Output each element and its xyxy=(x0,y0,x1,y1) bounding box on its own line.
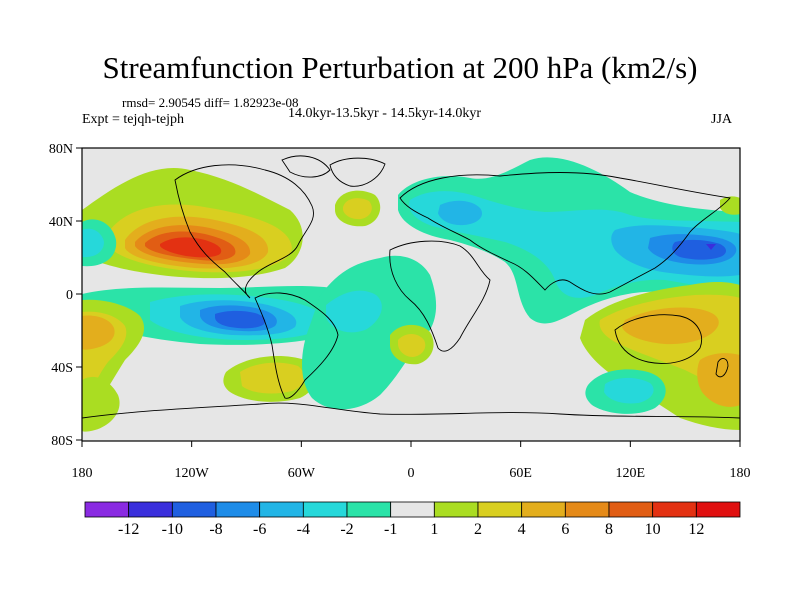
colorbar-swatch xyxy=(652,501,697,518)
colorbar-swatch xyxy=(171,501,217,518)
colorbar-swatch xyxy=(390,501,435,518)
minima-markers xyxy=(706,244,716,250)
colorbar-label: 6 xyxy=(561,521,569,538)
coast-africa xyxy=(389,240,491,352)
contour-sam-pos2 xyxy=(240,362,305,394)
lat-tick-label: 80S xyxy=(51,434,73,449)
colorbar-label: -2 xyxy=(340,521,353,538)
coast-south-america xyxy=(254,292,339,399)
lon-tick-label: 180 xyxy=(72,466,93,481)
colorbar-swatch xyxy=(84,501,130,518)
lat-tick-label: 0 xyxy=(66,288,73,303)
colorbar-swatch xyxy=(302,501,348,518)
colorbar-label: -1 xyxy=(384,521,397,538)
coast-eurasia xyxy=(399,172,731,295)
contour-atl-neg2 xyxy=(326,290,382,333)
lat-tick-label: 40N xyxy=(49,215,73,230)
colorbar-swatch xyxy=(215,501,261,518)
contour-tasman-pos4 xyxy=(697,353,740,407)
colorbar-swatch xyxy=(695,501,741,518)
lat-tick-label: 80N xyxy=(49,142,73,157)
coast-greenland xyxy=(329,157,386,187)
contour-matl-pos2 xyxy=(398,334,426,357)
experiment-label: Expt = tejqh-tejph xyxy=(82,112,184,127)
colorbar: -12 -10 -8 -6 -4 -2 -1 1 2 4 6 8 10 12 xyxy=(84,501,741,538)
contour-ne-pos1 xyxy=(720,196,740,215)
coast-new-zealand xyxy=(715,358,729,378)
lon-tick-label: 120W xyxy=(175,466,210,481)
contour-nwpac-neg2 xyxy=(82,228,104,258)
colorbar-swatch xyxy=(521,501,566,518)
coast-north-america xyxy=(174,155,331,299)
colorbar-label: 4 xyxy=(518,521,526,538)
contour-epac-neg8 xyxy=(215,310,266,329)
contour-sio-neg2 xyxy=(604,377,654,404)
contour-swpac-pos4 xyxy=(82,315,115,350)
lon-tick-label: 60E xyxy=(509,466,532,481)
colorbar-label: 12 xyxy=(688,521,704,538)
coast-australia xyxy=(614,314,702,364)
season-label: JJA xyxy=(711,112,733,127)
min-marker-npac xyxy=(706,244,716,250)
colorbar-label: -8 xyxy=(209,521,222,538)
coast-antarctica xyxy=(82,402,740,419)
colorbar-swatch xyxy=(564,501,610,518)
contour-eur-neg2 xyxy=(409,191,740,298)
lon-tick-label: 60W xyxy=(288,466,316,481)
contour-so-pos1 xyxy=(82,376,120,432)
contour-natl-pos2 xyxy=(343,198,372,220)
map-title: Streamfunction Perturbation at 200 hPa (… xyxy=(102,50,698,85)
colorbar-swatch xyxy=(433,501,479,518)
stats-line: rmsd= 2.90545 diff= 1.82923e-08 xyxy=(122,95,299,110)
colorbar-label: 8 xyxy=(605,521,613,538)
colorbar-swatch xyxy=(477,501,523,518)
colorbar-label: 2 xyxy=(474,521,482,538)
colorbar-swatch xyxy=(259,501,304,518)
lon-axis: 180 120W 60W 0 60E 120E 180 xyxy=(72,441,751,481)
colorbar-label: -6 xyxy=(253,521,266,538)
period-label: 14.0kyr-13.5kyr - 14.5kyr-14.0kyr xyxy=(288,106,482,121)
contour-med-neg4 xyxy=(438,200,483,226)
lat-axis: 80N 40N 0 40S 80S xyxy=(49,142,82,449)
colorbar-label: -12 xyxy=(118,521,139,538)
coastlines xyxy=(82,155,740,419)
contour-atl-neg1 xyxy=(302,255,437,410)
colorbar-swatch xyxy=(608,501,654,518)
contour-npac-pos10 xyxy=(160,237,222,258)
lon-tick-label: 0 xyxy=(408,466,415,481)
lon-tick-label: 120E xyxy=(616,466,646,481)
colorbar-label: -10 xyxy=(162,521,183,538)
colorbar-swatch xyxy=(346,501,392,518)
lat-tick-label: 40S xyxy=(51,361,73,376)
colorbar-label: 10 xyxy=(645,521,661,538)
contour-field xyxy=(82,148,740,441)
colorbar-swatch xyxy=(128,501,173,518)
colorbar-label: -4 xyxy=(297,521,310,538)
colorbar-label: 1 xyxy=(430,521,438,538)
lon-tick-label: 180 xyxy=(730,466,751,481)
